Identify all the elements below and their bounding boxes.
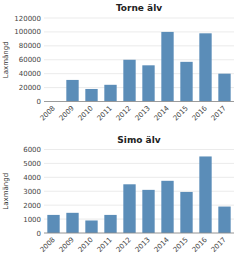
- chart-title: Torne älv: [116, 3, 162, 13]
- y-tick-label: 0: [37, 230, 41, 238]
- bar: [123, 60, 135, 102]
- x-tick-label: 2012: [115, 236, 133, 254]
- y-axis-label: Laxmängd: [2, 41, 10, 78]
- x-tick-label: 2017: [210, 104, 228, 122]
- bar: [218, 207, 230, 233]
- bar: [199, 156, 211, 233]
- x-tick-label: 2011: [96, 236, 114, 254]
- bar: [161, 181, 173, 233]
- bars: [66, 32, 230, 102]
- x-tick-label: 2009: [58, 104, 76, 122]
- y-tick-label: 1000: [23, 216, 41, 224]
- chart-panel: Torne älv Laxmängd 0 20000 40000 60000 80000 10…: [2, 3, 234, 123]
- bars: [47, 156, 230, 233]
- y-tick-label: 40000: [19, 70, 41, 78]
- bar: [66, 80, 78, 102]
- bar: [199, 33, 211, 101]
- y-tick-label: 3000: [23, 188, 41, 196]
- x-tick-label: 2011: [96, 104, 114, 122]
- x-tick-label: 2014: [153, 104, 172, 123]
- y-tick-label: 60000: [19, 56, 41, 64]
- y-tick-label: 120000: [14, 15, 41, 23]
- y-tick-label: 80000: [19, 42, 41, 50]
- figure: Torne älvLaxmängd02000040000600008000010…: [0, 0, 240, 263]
- grid-line: [44, 149, 234, 150]
- y-tick-label: 20000: [19, 84, 41, 92]
- x-tick-label: 2010: [77, 104, 95, 122]
- grid-line: [44, 101, 234, 102]
- x-tick-label: 2009: [58, 236, 76, 254]
- y-axis-label: Laxmängd: [2, 173, 10, 210]
- bar: [66, 213, 78, 233]
- grid-line: [44, 31, 234, 32]
- y-tick-label: 0: [37, 98, 41, 106]
- x-tick-label: 2012: [115, 104, 133, 122]
- bar: [142, 190, 154, 233]
- bar: [85, 220, 97, 233]
- bar: [161, 32, 173, 102]
- y-tick-label: 2000: [23, 202, 41, 210]
- x-tick-label: 2017: [210, 236, 228, 254]
- chart-title: Simo älv: [117, 135, 160, 145]
- bar: [142, 65, 154, 101]
- x-tick-label: 2016: [191, 104, 210, 123]
- bar: [47, 215, 59, 233]
- bar: [180, 62, 192, 102]
- x-tick-label: 2013: [134, 236, 152, 254]
- y-tick-label: 5000: [23, 160, 41, 168]
- bar: [104, 215, 116, 233]
- x-tick-label: 2013: [134, 104, 152, 122]
- x-axis-line: [44, 101, 234, 102]
- x-tick-label: 2016: [191, 235, 210, 254]
- x-tick-label: 2008: [39, 236, 57, 254]
- bar: [180, 192, 192, 233]
- grid-line: [44, 18, 234, 19]
- y-tick-label: 6000: [23, 146, 41, 154]
- bar: [104, 85, 116, 102]
- bar: [123, 184, 135, 233]
- grid-line: [44, 233, 234, 234]
- chart-panel: Simo älv Laxmängd 0 1000 2000 3000 4000 5000 600…: [2, 135, 234, 255]
- x-tick-label: 2014: [153, 235, 172, 254]
- x-tick-label: 2015: [172, 104, 190, 122]
- x-axis-line: [44, 233, 234, 234]
- x-tick-label: 2010: [77, 236, 95, 254]
- bar: [85, 89, 97, 102]
- bar: [218, 74, 230, 102]
- y-tick-label: 4000: [23, 174, 41, 182]
- y-tick-label: 100000: [14, 28, 41, 36]
- x-tick-label: 2008: [39, 104, 57, 122]
- x-tick-label: 2015: [172, 236, 190, 254]
